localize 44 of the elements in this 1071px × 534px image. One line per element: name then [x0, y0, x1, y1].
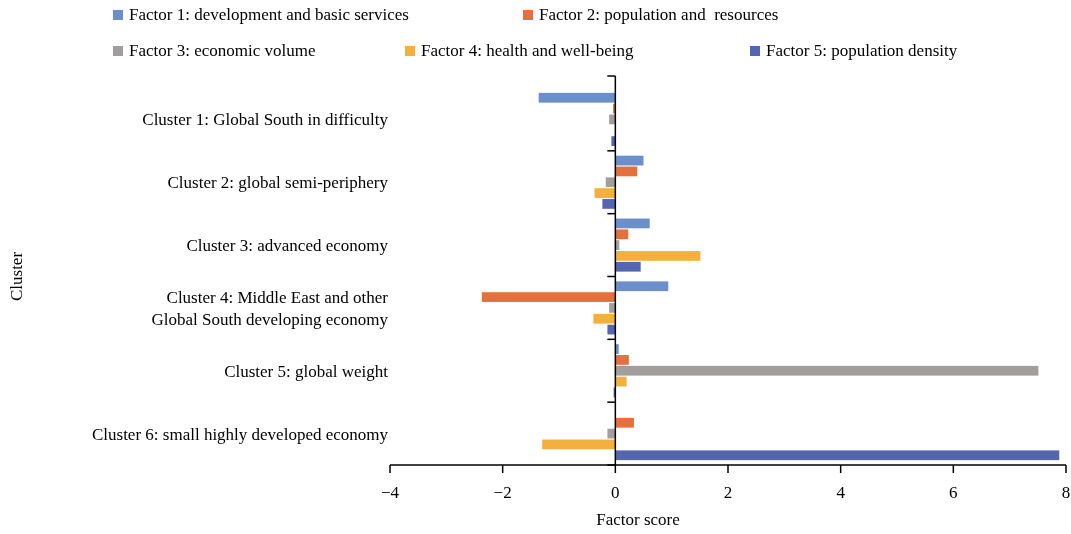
bar: [602, 199, 616, 209]
bar: [615, 450, 1060, 461]
bar: [615, 365, 1039, 376]
y-tick-label: Cluster 3: advanced economy: [186, 236, 389, 256]
bar: [542, 439, 616, 450]
x-tick-label: 6: [949, 483, 958, 502]
bar: [615, 355, 629, 365]
bar: [615, 229, 629, 240]
bar: [593, 313, 616, 324]
x-tick-label: 2: [723, 483, 733, 502]
legend-label: Factor 4: health and well-being: [421, 41, 634, 60]
legend-label: Factor 1: development and basic services: [129, 5, 409, 24]
bar: [607, 324, 616, 335]
bar: [615, 261, 641, 272]
bar: [605, 177, 616, 188]
bar: [615, 155, 644, 166]
bar: [615, 218, 650, 229]
legend-label: Factor 2: population and resources: [539, 5, 779, 24]
y-tick-label: Cluster 4: Middle East and other Global South developing economy: [151, 287, 389, 329]
bar: [481, 292, 616, 302]
bar: [538, 92, 616, 103]
bar: [615, 417, 634, 428]
bar: [615, 251, 701, 261]
legend-label: Factor 5: population density: [766, 41, 958, 60]
bar: [611, 136, 616, 146]
bar: [615, 344, 619, 354]
x-tick-label: 8: [1061, 483, 1071, 502]
y-tick-label: Cluster 5: global weight: [224, 361, 389, 381]
x-axis-title: Factor score: [596, 510, 680, 529]
bar: [607, 428, 616, 439]
y-tick-label: Cluster 2: global semi-periphery: [167, 173, 389, 193]
bar: [594, 188, 616, 198]
x-tick-label: −4: [380, 483, 400, 502]
legend-label: Factor 3: economic volume: [129, 41, 316, 60]
x-tick-label: 0: [611, 483, 620, 502]
y-axis-title: Cluster: [7, 251, 26, 302]
y-tick-label: Cluster 1: Global South in difficulty: [142, 110, 389, 130]
x-tick-label: −2: [493, 483, 512, 502]
bar: [615, 376, 627, 387]
bar: [615, 281, 669, 292]
y-tick-label: Cluster 6: small highly developed economy: [91, 424, 389, 444]
bar: [609, 303, 616, 313]
bar: [609, 114, 616, 125]
x-tick-label: 4: [836, 483, 846, 502]
